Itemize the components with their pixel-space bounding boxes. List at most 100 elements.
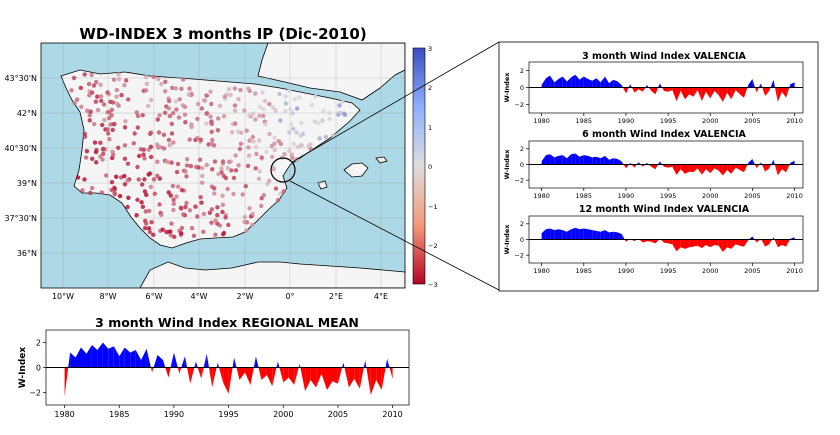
positive-area-segment	[217, 362, 219, 368]
positive-area-segment	[146, 348, 151, 368]
negative-area-segment	[655, 239, 659, 244]
positive-area-segment	[141, 348, 147, 368]
negative-area-segment	[266, 367, 273, 387]
negative-area-segment	[775, 87, 778, 102]
x-tick-label: 2010	[786, 192, 803, 200]
positive-area-segment	[596, 78, 601, 88]
negative-area-segment	[668, 164, 673, 168]
station-point	[209, 207, 215, 212]
station-point	[217, 103, 223, 109]
station-point	[114, 87, 120, 93]
positive-area-segment	[752, 79, 755, 88]
negative-area-segment	[706, 87, 711, 99]
station-point	[94, 160, 99, 165]
positive-area-segment	[75, 347, 81, 368]
negative-area-segment	[727, 239, 732, 249]
station-point	[283, 108, 288, 114]
negative-area-segment	[761, 164, 766, 172]
station-point	[341, 111, 347, 116]
station-point	[171, 197, 176, 202]
negative-area-segment	[693, 164, 698, 173]
positive-area-segment	[600, 76, 605, 88]
station-point	[259, 203, 264, 209]
positive-area-segment	[748, 159, 753, 165]
station-point	[160, 227, 165, 232]
station-point	[312, 119, 317, 124]
station-point	[246, 145, 251, 150]
station-point	[289, 152, 294, 157]
chart-12month-valencia: 12 month Wind Index VALENCIA W-Index−2 0 2 1…	[503, 204, 804, 275]
negative-area-segment	[697, 87, 702, 102]
positive-area-segment	[277, 361, 280, 368]
station-point	[223, 215, 228, 220]
chart-title: 3 month Wind Index VALENCIA	[582, 51, 746, 62]
positive-area-segment	[790, 160, 795, 165]
station-point	[89, 90, 95, 95]
negative-area-segment	[701, 239, 706, 249]
station-point	[242, 108, 247, 113]
positive-area-segment	[119, 347, 125, 368]
station-point	[272, 147, 277, 153]
positive-area-segment	[759, 162, 761, 165]
station-point	[109, 107, 115, 113]
negative-area-segment	[150, 367, 153, 373]
station-point	[294, 106, 300, 111]
station-point	[220, 193, 225, 198]
station-point	[233, 168, 239, 173]
station-point	[208, 89, 213, 94]
y-tick-label: 2	[520, 67, 524, 75]
station-point	[172, 234, 177, 239]
station-point	[208, 114, 213, 119]
station-point	[136, 177, 141, 182]
positive-area-segment	[617, 232, 622, 240]
station-point	[195, 214, 200, 219]
positive-area-segment	[760, 83, 763, 88]
station-point	[171, 207, 176, 213]
positive-area-segment	[617, 159, 622, 165]
lat-tick-label: 40°30'N	[4, 144, 37, 153]
station-point	[278, 191, 283, 197]
negative-area-segment	[647, 239, 652, 242]
station-point	[246, 113, 252, 118]
station-point	[193, 137, 198, 143]
station-point	[283, 94, 288, 99]
positive-area-segment	[658, 161, 660, 165]
positive-area-segment	[592, 230, 597, 240]
station-point	[184, 157, 190, 162]
station-point	[225, 165, 230, 171]
positive-area-segment	[571, 227, 576, 240]
map-land-menorca	[375, 156, 388, 164]
chart-title: 6 month Wind Index VALENCIA	[582, 129, 746, 140]
station-point	[101, 151, 106, 156]
positive-area-segment	[545, 75, 551, 88]
station-point	[179, 225, 185, 231]
x-tick-label: 1980	[54, 410, 74, 419]
negative-area-segment	[212, 367, 217, 388]
station-point	[105, 90, 110, 95]
positive-area-segment	[789, 84, 791, 88]
negative-area-segment	[327, 367, 333, 390]
negative-area-segment	[744, 239, 749, 247]
station-point	[270, 105, 276, 110]
station-point	[149, 97, 154, 103]
y-axis-label: W-Index	[503, 224, 511, 255]
positive-area-segment	[575, 74, 580, 88]
negative-area-segment	[714, 87, 719, 96]
negative-area-segment	[258, 367, 262, 380]
station-point	[290, 111, 295, 116]
station-point	[237, 146, 243, 152]
positive-area-segment	[571, 153, 576, 165]
station-point	[146, 103, 151, 109]
positive-area-segment	[124, 347, 131, 368]
positive-area-segment	[613, 158, 618, 165]
station-point	[126, 195, 131, 200]
station-point	[321, 108, 326, 114]
station-point	[210, 137, 215, 143]
chart-title: 3 month Wind Index REGIONAL MEAN	[95, 315, 359, 330]
station-point	[174, 107, 179, 112]
station-point	[297, 95, 302, 100]
negative-area-segment	[701, 164, 706, 175]
station-point	[82, 131, 88, 136]
positive-area-segment	[113, 346, 120, 368]
